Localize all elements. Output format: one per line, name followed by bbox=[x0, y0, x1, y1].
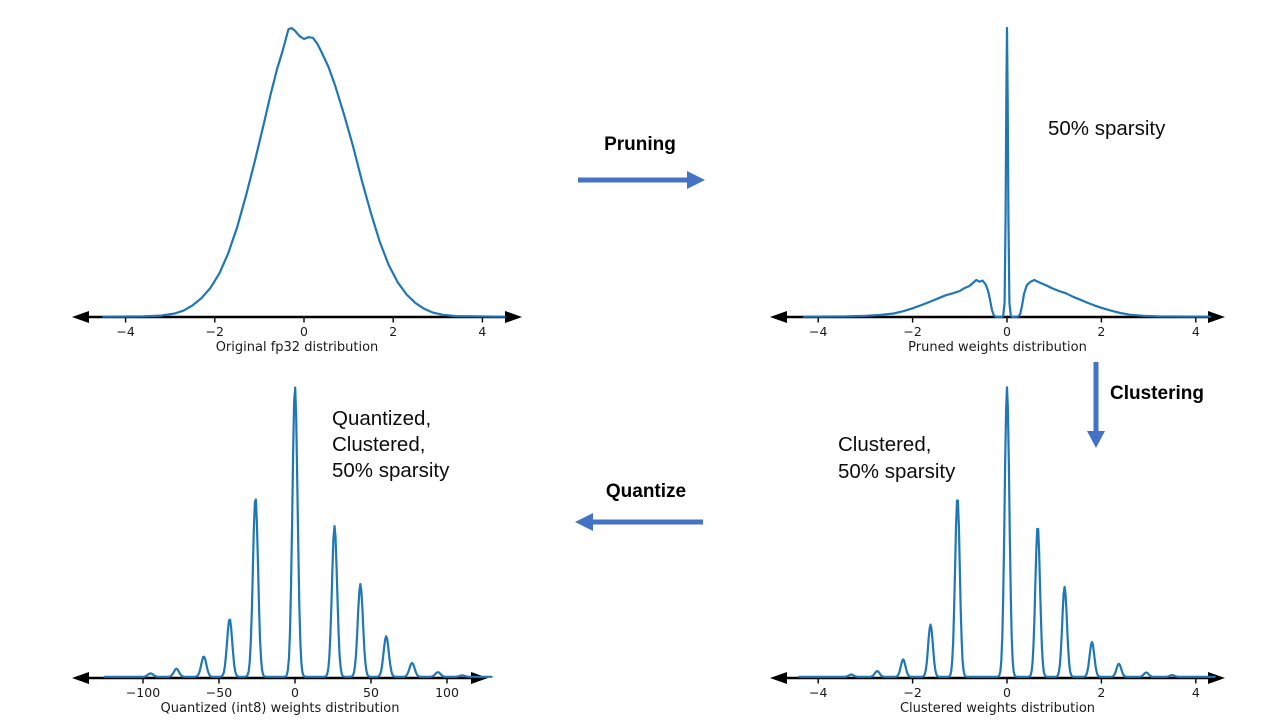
tick-label: −50 bbox=[206, 685, 232, 700]
tick-label: 0 bbox=[300, 324, 308, 339]
clustered-annotation: Clustered, 50% sparsity bbox=[838, 431, 955, 485]
axis-caption: Quantized (int8) weights distribution bbox=[161, 701, 400, 716]
plot-quantized-int8-weights-distribution: −100 −50 0 50 100 Quantized (int8) weights di… bbox=[40, 360, 540, 720]
chart-svg-pruned: −4 −2 0 2 4 Pruned weights distribution bbox=[770, 26, 1225, 355]
clustering-label: Clustering bbox=[1110, 383, 1204, 404]
axis-arrowhead-left bbox=[72, 311, 89, 323]
tick-label: −2 bbox=[903, 324, 921, 339]
tick-label: −4 bbox=[809, 685, 827, 700]
quantize-label: Quantize bbox=[605, 481, 687, 502]
annotation-line: Clustered, bbox=[332, 433, 426, 456]
axis-caption: Clustered weights distribution bbox=[900, 701, 1095, 716]
annotation-line: Quantized, bbox=[332, 407, 432, 430]
tick-label: −4 bbox=[116, 324, 134, 339]
tick-label: 0 bbox=[291, 685, 299, 700]
tick-label: −2 bbox=[206, 324, 224, 339]
tick-label: 100 bbox=[435, 685, 459, 700]
axis-arrowhead-left bbox=[770, 311, 787, 323]
pruning-arrow-icon bbox=[578, 171, 705, 189]
tick-label: −2 bbox=[903, 685, 921, 700]
annotation-line: 50% sparsity bbox=[332, 459, 450, 482]
annotation-line: 50% sparsity bbox=[1048, 117, 1166, 140]
plot-pruned-weights-distribution: −4 −2 0 2 4 Pruned weights distribution bbox=[740, 0, 1280, 360]
axis-arrowhead-right bbox=[505, 311, 522, 323]
pruning-label: Pruning bbox=[604, 134, 676, 155]
axis-caption: Original fp32 distribution bbox=[216, 340, 379, 355]
density-curve bbox=[102, 26, 506, 318]
plot-clustered-weights-distribution: −4 −2 0 2 4 Clustered weights distribution bbox=[740, 360, 1280, 720]
pruned-sparsity-annotation: 50% sparsity bbox=[1048, 116, 1165, 142]
tick-label: 4 bbox=[1192, 685, 1200, 700]
quantize-arrow-icon bbox=[575, 513, 703, 531]
axis-arrowhead-right bbox=[1208, 672, 1225, 684]
chart-svg-original-fp32: −4 −2 0 2 4 Original fp32 distribution bbox=[72, 26, 522, 355]
tick-label: 0 bbox=[1003, 324, 1011, 339]
chart-svg-quantized-int8: −100 −50 0 50 100 Quantized (int8) weights di… bbox=[72, 386, 493, 716]
axis-arrowhead-right bbox=[1208, 311, 1225, 323]
tick-label: 2 bbox=[389, 324, 397, 339]
tick-label: 50 bbox=[363, 685, 379, 700]
tick-label: −100 bbox=[126, 685, 160, 700]
plot-original-fp32-distribution: −4 −2 0 2 4 Original fp32 distribution bbox=[40, 0, 540, 360]
annotation-line: Clustered, bbox=[838, 433, 932, 456]
axis-arrowhead-right bbox=[471, 672, 488, 684]
tick-label: 4 bbox=[478, 324, 486, 339]
tick-label: 2 bbox=[1097, 324, 1105, 339]
chart-svg-clustered: −4 −2 0 2 4 Clustered weights distribution bbox=[770, 386, 1225, 716]
tick-label: 0 bbox=[1003, 685, 1011, 700]
tick-label: −4 bbox=[809, 324, 827, 339]
tick-label: 2 bbox=[1097, 685, 1105, 700]
density-curve bbox=[103, 386, 493, 678]
tick-label: 4 bbox=[1192, 324, 1200, 339]
axis-arrowhead-left bbox=[770, 672, 787, 684]
axis-caption: Pruned weights distribution bbox=[908, 340, 1087, 355]
annotation-line: 50% sparsity bbox=[838, 460, 956, 483]
density-curve bbox=[798, 386, 1216, 678]
density-curve bbox=[802, 26, 1212, 319]
quantized-annotation: Quantized, Clustered, 50% sparsity bbox=[332, 406, 449, 484]
axis-arrowhead-left bbox=[72, 672, 89, 684]
